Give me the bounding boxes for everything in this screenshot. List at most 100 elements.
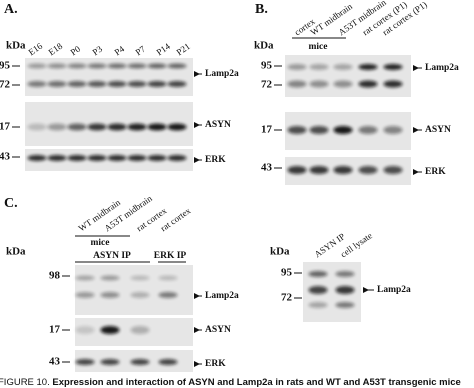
marker: 98: [49, 270, 61, 282]
band: [383, 64, 403, 70]
marker: 43: [0, 151, 11, 163]
lane-label: E18: [47, 41, 65, 58]
lane-label: P0: [69, 43, 83, 57]
marker: 43: [49, 356, 61, 368]
band: [287, 80, 307, 88]
blot: [25, 149, 193, 171]
target: ERK: [425, 167, 446, 177]
target: ASYN: [205, 325, 231, 335]
blot: [75, 265, 193, 315]
marker: 95: [261, 60, 273, 72]
band: [87, 63, 107, 69]
band: [333, 64, 353, 70]
band: [335, 302, 355, 308]
band: [287, 166, 307, 174]
band: [167, 123, 187, 131]
kda: kDa: [6, 40, 26, 52]
band: [130, 292, 150, 298]
band: [147, 63, 167, 69]
band: [100, 275, 120, 281]
group: mice: [309, 42, 328, 52]
band: [87, 123, 107, 131]
band: [309, 166, 329, 174]
band: [335, 271, 355, 277]
band: [147, 155, 167, 161]
band: [67, 123, 87, 131]
band: [287, 64, 307, 70]
band: [107, 63, 127, 69]
band: [75, 359, 95, 365]
band: [309, 126, 329, 134]
panel-label: C.: [4, 196, 18, 211]
band: [127, 81, 147, 87]
group: mice: [91, 238, 110, 248]
blot: [25, 102, 193, 146]
kda: kDa: [254, 40, 274, 52]
marker: 17: [49, 324, 61, 336]
band: [100, 292, 120, 298]
band: [107, 123, 127, 131]
band: [158, 275, 178, 281]
band: [27, 81, 47, 87]
marker: 72: [0, 79, 11, 91]
marker: 17: [261, 124, 273, 136]
blot: [25, 58, 193, 96]
target: Lamp2a: [425, 63, 459, 73]
band: [47, 63, 67, 69]
marker: 95: [0, 60, 11, 72]
marker: 72: [261, 79, 273, 91]
band: [100, 326, 120, 334]
band: [167, 81, 187, 87]
band: [127, 155, 147, 161]
band: [127, 123, 147, 131]
band: [333, 166, 353, 174]
band: [107, 155, 127, 161]
band: [309, 64, 329, 70]
target: ASYN: [205, 120, 231, 130]
target: ERK: [205, 155, 226, 165]
band: [87, 81, 107, 87]
band: [27, 155, 47, 161]
kda: kDa: [270, 246, 290, 258]
lane-label: cell lysate: [339, 230, 374, 259]
ip: ASYN IP: [93, 251, 131, 261]
band: [383, 80, 403, 88]
lane-label: P3: [91, 43, 105, 57]
band: [107, 81, 127, 87]
target: ASYN: [425, 125, 451, 135]
target: Lamp2a: [205, 69, 239, 79]
band: [167, 155, 187, 161]
panel-label: A.: [4, 2, 18, 17]
band: [308, 302, 328, 308]
band: [47, 81, 67, 87]
band: [75, 275, 95, 281]
band: [383, 166, 403, 174]
lane-label: E16: [27, 41, 45, 58]
band: [335, 286, 355, 294]
panel-label: B.: [255, 2, 268, 17]
band: [287, 126, 307, 134]
band: [358, 126, 378, 134]
band: [358, 166, 378, 174]
band: [158, 292, 178, 298]
band: [67, 63, 87, 69]
band: [383, 126, 403, 134]
band: [158, 359, 178, 365]
band: [75, 292, 95, 298]
blot: [285, 55, 411, 97]
band: [333, 80, 353, 88]
caption: FIGURE 10. Expression and interaction of…: [0, 377, 461, 388]
band: [333, 126, 353, 134]
lane-label: P4: [113, 43, 127, 57]
band: [27, 123, 47, 131]
band: [308, 271, 328, 277]
marker: 72: [281, 292, 293, 304]
lane-label: P14: [155, 41, 173, 58]
band: [309, 80, 329, 88]
band: [47, 123, 67, 131]
band: [167, 63, 187, 69]
target: Lamp2a: [205, 291, 239, 301]
band: [27, 63, 47, 69]
band: [358, 80, 378, 88]
